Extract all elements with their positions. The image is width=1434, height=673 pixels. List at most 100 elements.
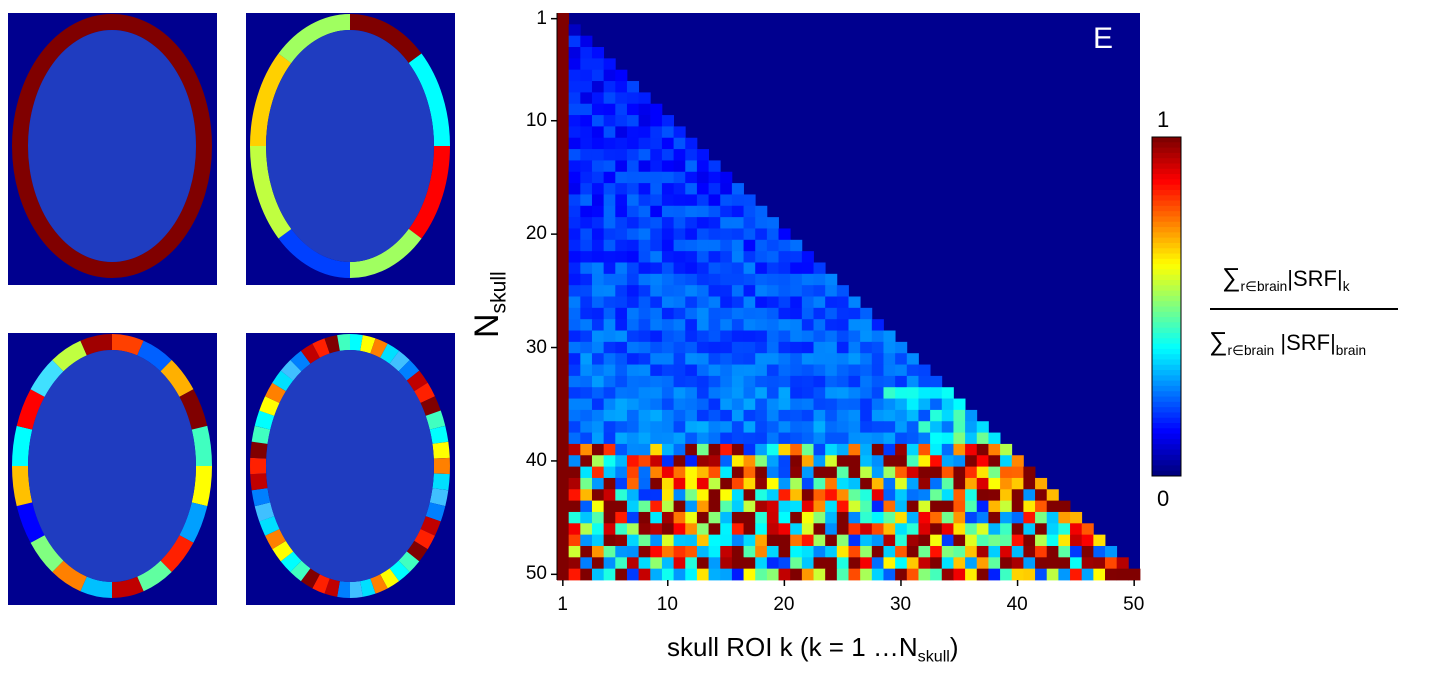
heatmap-cell xyxy=(976,421,989,433)
heatmap-cell xyxy=(708,477,721,490)
skull-map-n20-graphic xyxy=(8,333,217,605)
heatmap-cell xyxy=(580,183,593,195)
heatmap-cell xyxy=(860,477,873,490)
heatmap-cell xyxy=(603,341,616,354)
heatmap-cell xyxy=(848,477,861,490)
heatmap-cell xyxy=(813,285,826,297)
colorbar-step xyxy=(1152,338,1181,345)
heatmap-cell xyxy=(650,500,663,513)
heatmap-cell xyxy=(836,398,849,411)
colorbar-step xyxy=(1152,317,1181,323)
heatmap-cell xyxy=(953,477,966,490)
heatmap-cell xyxy=(615,398,628,411)
heatmap-cell xyxy=(708,568,721,581)
heatmap-cell xyxy=(685,511,698,524)
heatmap-cell xyxy=(580,489,593,502)
denominator-text-sub: brain xyxy=(1335,342,1367,358)
heatmap-cell xyxy=(580,387,593,399)
heatmap-cell xyxy=(731,183,744,195)
x-axis-label-main: skull ROI k (k = 1 …N xyxy=(667,632,918,662)
x-axis-label-end: ) xyxy=(949,632,959,662)
heatmap-cell xyxy=(603,81,616,93)
heatmap-cell xyxy=(918,409,931,422)
heatmap-cell xyxy=(591,296,605,309)
heatmap-cell xyxy=(615,466,628,479)
heatmap-cell xyxy=(626,205,640,218)
heatmap-cell xyxy=(696,273,709,286)
heatmap-cell xyxy=(766,421,779,433)
heatmap-cell xyxy=(813,511,826,524)
heatmap-cell xyxy=(813,466,826,479)
heatmap-cell xyxy=(568,81,581,93)
heatmap-cell xyxy=(696,330,709,343)
heatmap-cell xyxy=(766,296,779,309)
heatmap-cell xyxy=(1093,568,1106,581)
heatmap-cell xyxy=(650,183,663,195)
colorbar-step xyxy=(1152,332,1181,339)
heatmap-cell xyxy=(848,353,861,365)
heatmap-cell xyxy=(825,375,838,388)
heatmap-cell xyxy=(790,568,803,581)
heatmap-cell xyxy=(603,285,616,297)
heatmap-cell xyxy=(557,115,570,127)
heatmap-cell xyxy=(638,341,651,354)
heatmap-cell xyxy=(591,149,605,161)
heatmap-cell xyxy=(731,534,744,547)
heatmap-cell xyxy=(615,421,628,433)
heatmap-cell xyxy=(941,545,954,558)
heatmap-cell xyxy=(825,534,838,547)
heatmap-cell xyxy=(860,330,873,343)
colorbar-step xyxy=(1152,174,1181,180)
colorbar-step xyxy=(1152,396,1181,403)
heatmap-cell xyxy=(591,489,605,502)
heatmap-cell xyxy=(626,296,640,309)
heatmap-cell xyxy=(790,489,803,502)
heatmap-cell xyxy=(720,251,733,263)
heatmap-cell xyxy=(778,534,791,547)
colorbar-step xyxy=(1152,407,1181,413)
heatmap-cell xyxy=(720,443,733,456)
heatmap-cell xyxy=(1046,534,1059,547)
heatmap-cell xyxy=(591,47,605,59)
skull-roi-segment xyxy=(370,338,388,358)
heatmap-cell xyxy=(603,194,616,207)
heatmap-cell xyxy=(685,183,698,195)
heatmap-cell xyxy=(591,353,605,365)
heatmap-cell xyxy=(848,387,861,399)
heatmap-cell xyxy=(685,296,698,309)
denominator-text: |SRF| xyxy=(1274,330,1336,355)
heatmap-cell xyxy=(906,432,919,445)
heatmap-cell xyxy=(650,149,663,161)
heatmap-cell xyxy=(953,489,966,502)
heatmap-cell xyxy=(661,534,674,547)
heatmap-cell xyxy=(930,534,943,547)
heatmap-cell xyxy=(1116,557,1129,570)
heatmap-cell xyxy=(871,443,884,456)
skull-map-n1-graphic xyxy=(8,13,217,285)
heatmap-cell xyxy=(557,251,570,263)
heatmap-cell xyxy=(685,239,698,252)
heatmap-cell xyxy=(743,251,756,263)
heatmap-cell xyxy=(568,228,581,241)
heatmap-cell xyxy=(1023,466,1036,479)
colorbar-step xyxy=(1152,142,1181,149)
heatmap-cell xyxy=(708,489,721,502)
heatmap-cell xyxy=(1035,568,1048,581)
heatmap-cell xyxy=(941,398,954,411)
heatmap-cell xyxy=(650,398,663,411)
heatmap-cell xyxy=(626,534,640,547)
heatmap-cell xyxy=(661,137,674,150)
heatmap-cell xyxy=(895,511,908,524)
heatmap-cell xyxy=(568,568,581,581)
heatmap-cell xyxy=(1000,557,1013,570)
heatmap-cell xyxy=(708,511,721,524)
heatmap-cell xyxy=(813,421,826,433)
heatmap-cell xyxy=(1023,568,1036,581)
heatmap-cell xyxy=(790,443,803,456)
heatmap-cell xyxy=(988,534,1001,547)
heatmap-cell xyxy=(766,387,779,399)
heatmap-cell xyxy=(720,307,733,320)
heatmap-cell xyxy=(696,387,709,399)
heatmap-cell xyxy=(766,545,779,558)
heatmap-cell xyxy=(603,477,616,490)
